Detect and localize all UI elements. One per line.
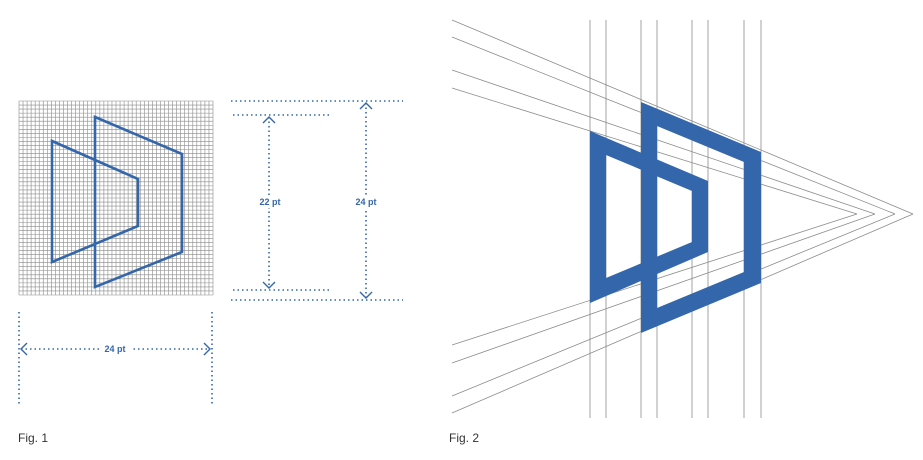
fig1-caption: Fig. 1 xyxy=(18,431,49,445)
fig1-inner-height-label-bg xyxy=(254,195,286,208)
fig1-width-dimension xyxy=(18,312,213,406)
fig1-outer-height-label: 24 pt xyxy=(355,197,376,207)
fig1-width-label-bg xyxy=(99,343,131,355)
fig1-left-quad xyxy=(50,139,140,264)
fig1-width-arrows xyxy=(20,342,211,356)
fig1-logo-outline xyxy=(50,115,184,289)
fig1-inner-height-label: 22 pt xyxy=(259,197,280,207)
fig2-left-shape xyxy=(590,131,708,303)
fig2-construction-lines xyxy=(451,19,914,418)
fig2-logo xyxy=(590,102,761,333)
fig1-grid xyxy=(18,100,214,296)
fig1-width-label: 24 pt xyxy=(104,344,125,354)
fig1-right-quad xyxy=(93,115,184,289)
fig2-caption: Fig. 2 xyxy=(449,431,480,445)
fig2-right-shape xyxy=(641,102,761,333)
fig1-outer-height-label-bg xyxy=(350,195,382,208)
fig1-height-arrows xyxy=(262,102,373,299)
